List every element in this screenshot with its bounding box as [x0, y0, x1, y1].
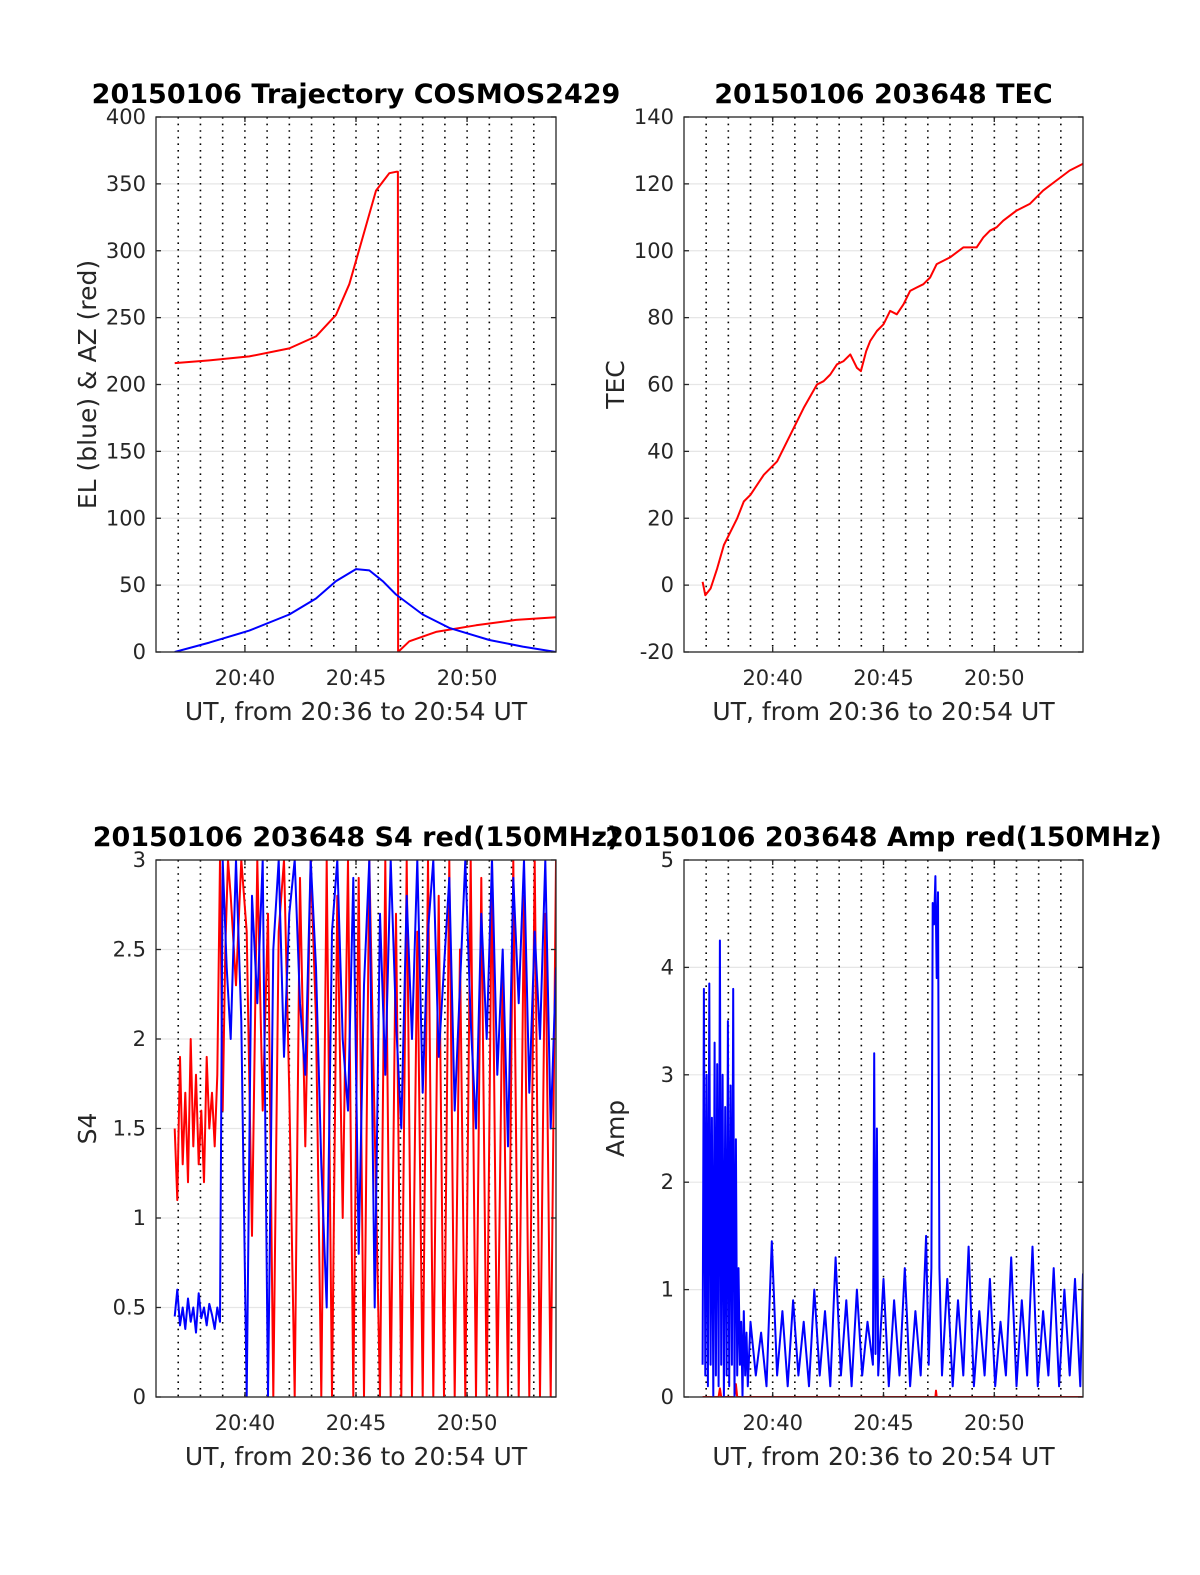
amp-y-tick-label: 4 [661, 955, 674, 979]
trajectory-x-tick-label: 20:40 [215, 666, 276, 690]
tec-y-tick-label: -20 [640, 640, 674, 664]
s4-title: 20150106 203648 S4 red(150MHz) [93, 822, 620, 853]
tec-y-axis-label: TEC [601, 360, 630, 410]
s4-y-axis-label: S4 [73, 1113, 102, 1145]
s4-y-tick-label: 2.5 [113, 938, 146, 962]
trajectory-x-axis-label: UT, from 20:36 to 20:54 UT [185, 697, 528, 726]
trajectory-y-tick-label: 50 [119, 573, 146, 597]
s4-y-tick-label: 0.5 [113, 1296, 146, 1320]
tec-y-tick-label: 120 [634, 172, 674, 196]
amp-series-group [701, 875, 1083, 1397]
amp-y-tick-label: 0 [661, 1385, 674, 1409]
tec-y-tick-label: 40 [647, 439, 674, 463]
tec-series-group [701, 162, 1083, 597]
s4-x-tick-label: 20:40 [215, 1411, 276, 1435]
amp-y-tick-label: 3 [661, 1063, 674, 1087]
amp-x-tick-label: 20:50 [964, 1411, 1025, 1435]
tec-y-tick-label: 60 [647, 373, 674, 397]
trajectory-y-tick-label: 350 [106, 172, 146, 196]
trajectory-y-tick-label: 200 [106, 373, 146, 397]
trajectory-y-tick-label: 100 [106, 506, 146, 530]
s4-y-tick-label: 1 [133, 1206, 146, 1230]
s4-x-axis-label: UT, from 20:36 to 20:54 UT [185, 1442, 528, 1471]
amp-y-tick-label: 5 [661, 848, 674, 872]
amp-x-tick-label: 20:45 [853, 1411, 914, 1435]
tec-x-tick-label: 20:45 [853, 666, 914, 690]
trajectory-series-blue-line [174, 568, 556, 652]
trajectory-y-axis-label: EL (blue) & AZ (red) [73, 260, 102, 509]
amp-x-axis-label: UT, from 20:36 to 20:54 UT [712, 1442, 1055, 1471]
amp-title: 20150106 203648 Amp red(150MHz) [605, 822, 1162, 853]
amp-y-tick-label: 2 [661, 1170, 674, 1194]
s4-y-tick-label: 1.5 [113, 1117, 146, 1141]
s4-y-tick-label: 2 [133, 1027, 146, 1051]
tec-y-tick-label: 0 [661, 573, 674, 597]
trajectory-y-tick-label: 400 [106, 105, 146, 129]
s4-x-tick-label: 20:50 [437, 1411, 498, 1435]
s4-series-red-line [173, 860, 556, 1397]
amp-y-tick-label: 1 [661, 1278, 674, 1302]
s4-series-group [173, 860, 556, 1397]
tec-series-red-line [701, 162, 1083, 597]
trajectory-y-tick-label: 250 [106, 306, 146, 330]
trajectory-y-tick-label: 150 [106, 439, 146, 463]
amp-plot: 0 1 2 3 4 5 20:40 20:45 20:50 UT, from 20:36 to 2… [601, 822, 1162, 1471]
tec-x-axis-label: UT, from 20:36 to 20:54 UT [712, 697, 1055, 726]
trajectory-series-group [174, 170, 556, 652]
tec-x-tick-label: 20:50 [964, 666, 1025, 690]
trajectory-series-red-line [174, 170, 556, 652]
trajectory-y-tick-label: 0 [133, 640, 146, 664]
amp-series-red-line [702, 1383, 1083, 1397]
amp-x-tick-label: 20:40 [742, 1411, 803, 1435]
trajectory-x-tick-label: 20:45 [326, 666, 387, 690]
tec-title: 20150106 203648 TEC [714, 79, 1053, 110]
tec-plot: -20 0 20 40 60 80 100 120 140 20:40 20:45 20:50 UT, … [601, 79, 1084, 726]
tec-y-tick-label: 80 [647, 306, 674, 330]
s4-y-tick-label: 3 [133, 848, 146, 872]
tec-y-tick-label: 140 [634, 105, 674, 129]
amp-plot-area [684, 860, 1083, 1397]
amp-series-blue-line [701, 875, 1083, 1397]
s4-plot: 0 0.5 1 1.5 2 2.5 3 20:40 20:45 20:50 UT, from 20:… [73, 822, 619, 1471]
trajectory-title: 20150106 Trajectory COSMOS2429 [92, 79, 621, 110]
tec-x-tick-label: 20:40 [742, 666, 803, 690]
trajectory-x-tick-label: 20:50 [437, 666, 498, 690]
tec-y-tick-label: 100 [634, 239, 674, 263]
amp-y-axis-label: Amp [601, 1100, 630, 1157]
trajectory-y-tick-label: 300 [106, 239, 146, 263]
s4-series-blue-line [173, 860, 556, 1397]
tec-y-tick-label: 20 [647, 506, 674, 530]
s4-y-tick-label: 0 [133, 1385, 146, 1409]
trajectory-plot: 0 50 100 150 200 250 300 350 400 20:40 20:45 20:50 U… [73, 79, 620, 726]
s4-x-tick-label: 20:45 [326, 1411, 387, 1435]
